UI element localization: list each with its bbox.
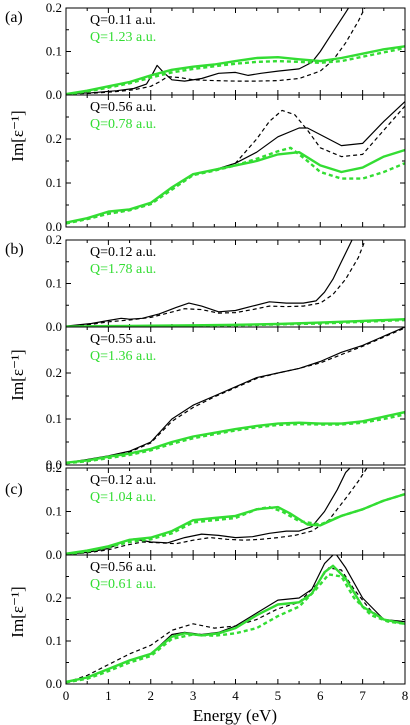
series-line-green-dashed (66, 413, 405, 465)
panel-1: 0.0 0.1 0.2 Q=0.11 a.u. Q=1.23 a.u. 0.0 0.1 0.2… (5, 0, 406, 234)
panel-3: 0.0 0.1 0.2 Q=0.12 a.u. Q=1.04 a.u. 0.0 0.1 0.2… (5, 460, 408, 703)
y-tick-label: 0.2 (46, 232, 62, 247)
x-tick-label: 8 (402, 688, 409, 703)
series-line-green-solid (66, 45, 405, 95)
panel-tag: (b) (5, 241, 24, 258)
series-line-black-solid (66, 327, 405, 464)
series-group (66, 101, 405, 225)
y-tick-label: 0.0 (46, 87, 62, 102)
series-group (66, 468, 405, 555)
series-group (66, 555, 405, 684)
series-line-green-dashed (66, 46, 405, 95)
y-tick-label: 0.2 (46, 590, 62, 605)
y-tick-label: 0.2 (46, 131, 62, 146)
y-tick-label: 0.1 (46, 633, 62, 648)
series-line-green-solid (66, 410, 405, 464)
legend-entry: Q=0.56 a.u. (90, 100, 156, 115)
series-line-black-dashed (66, 240, 366, 327)
y-tick-label: 0.1 (46, 411, 62, 426)
y-tick-label: 0.0 (46, 219, 62, 234)
panel-2: 0.0 0.1 0.2 Q=0.12 a.u. Q=1.78 a.u. 0.0 0.1 0.2… (5, 232, 406, 472)
y-tick-label: 0.1 (46, 504, 62, 519)
legend-entry: Q=1.36 a.u. (90, 349, 156, 364)
legend-entry: Q=0.56 a.u. (90, 560, 156, 575)
series-line-green-solid (66, 564, 405, 684)
legend-entry: Q=0.12 a.u. (90, 473, 156, 488)
y-tick-label: 0.1 (46, 276, 62, 291)
subplot-frame (65, 326, 406, 466)
x-tick-label: 3 (190, 688, 197, 703)
y-tick-label: 0.0 (46, 676, 62, 691)
series-line-green-solid (66, 148, 405, 224)
y-tick-label: 0.1 (46, 175, 62, 190)
series-line-green-solid (66, 492, 405, 555)
legend-entry: Q=0.55 a.u. (90, 332, 156, 347)
series-line-black-dashed (66, 567, 405, 683)
series-line-black-solid (66, 8, 350, 95)
x-tick-label: 4 (232, 688, 239, 703)
series-line-black-solid (66, 240, 353, 327)
series-group (66, 240, 405, 327)
x-tick-label: 7 (359, 688, 366, 703)
panel-tag: (c) (5, 481, 23, 498)
legend-entry: Q=1.23 a.u. (90, 30, 156, 45)
x-tick-label: 6 (317, 688, 324, 703)
y-tick-label: 0.1 (46, 44, 62, 59)
subplot-frame (65, 554, 406, 685)
x-tick-label: 5 (275, 688, 282, 703)
x-tick-label: 1 (105, 688, 112, 703)
x-tick-label: 2 (148, 688, 155, 703)
legend-entry: Q=0.78 a.u. (90, 117, 156, 132)
y-tick-label: 0.2 (46, 0, 62, 15)
y-tick-label: 0.2 (46, 365, 62, 380)
y-tick-label: 0.0 (46, 547, 62, 562)
series-group (66, 327, 405, 465)
y-axis-title: Im[ε⁻¹] (8, 586, 27, 637)
y-axis-title: Im[ε⁻¹] (8, 110, 27, 161)
legend-entry: Q=1.04 a.u. (90, 490, 156, 505)
subplot-frame (65, 94, 406, 228)
x-axis-title: Energy (eV) (193, 706, 277, 725)
y-tick-label: 0.2 (46, 460, 62, 475)
legend-entry: Q=1.78 a.u. (90, 262, 156, 277)
x-tick-label: 0 (63, 688, 70, 703)
legend-entry: Q=0.61 a.u. (90, 577, 156, 592)
series-line-green-dashed (66, 573, 405, 684)
series-line-green-dashed (66, 318, 405, 327)
y-tick-label: 0.0 (46, 457, 62, 472)
y-tick-label: 0.0 (46, 319, 62, 334)
legend-entry: Q=0.11 a.u. (90, 13, 156, 28)
panel-tag: (a) (5, 9, 23, 26)
legend-entry: Q=0.12 a.u. (90, 245, 156, 260)
series-line-green-dashed (66, 146, 405, 225)
plot-area: 0.0 0.1 0.2 Q=0.11 a.u. Q=1.23 a.u. 0.0 0.1 0.2… (5, 0, 408, 703)
y-axis-title: Im[ε⁻¹] (8, 349, 27, 400)
series-group (66, 8, 405, 95)
